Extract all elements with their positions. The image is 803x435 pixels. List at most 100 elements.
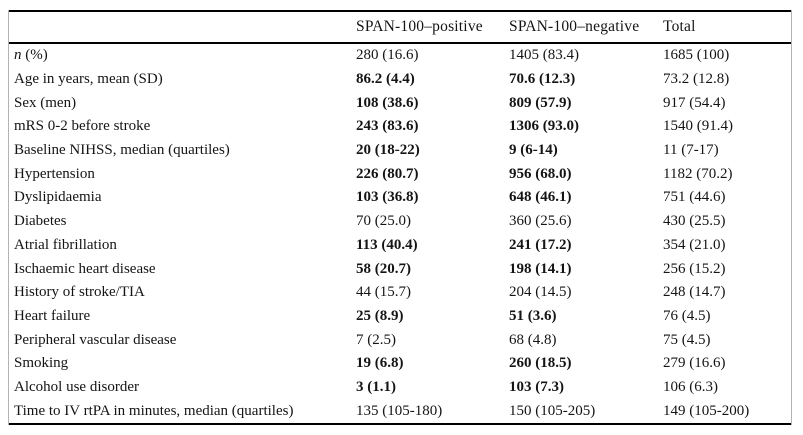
cell-total: 76 (4.5) <box>663 307 711 324</box>
cell-negative: 956 (68.0) <box>509 165 572 182</box>
row-label: Smoking <box>9 352 356 376</box>
row-label-text: Peripheral vascular disease <box>14 331 177 348</box>
cell-total: 1182 (70.2) <box>663 165 733 182</box>
row-label: mRS 0-2 before stroke <box>9 115 356 139</box>
baseline-characteristics-table: SPAN-100–positive SPAN-100–negative Tota… <box>9 10 791 425</box>
column-header-empty <box>9 11 356 44</box>
cell-positive: 25 (8.9) <box>356 307 404 324</box>
row-label-text: Heart failure <box>14 307 91 324</box>
row-label-text: Ischaemic heart disease <box>14 260 156 277</box>
table-row: Atrial fibrillation 113 (40.4) 241 (17.2… <box>9 234 791 258</box>
row-label-text: Alcohol use disorder <box>14 378 139 395</box>
cell-negative: 103 (7.3) <box>509 378 564 395</box>
row-label-text: Age in years, mean (SD) <box>14 71 163 88</box>
cell-negative: 198 (14.1) <box>509 260 572 277</box>
row-label-text: Atrial fibrillation <box>14 236 117 253</box>
cell-total: 149 (105-200) <box>663 402 750 419</box>
cell-positive: 3 (1.1) <box>356 378 396 395</box>
cell-total: 248 (14.7) <box>663 284 726 301</box>
row-label-text: Time to IV rtPA in minutes, median (quar… <box>14 402 294 419</box>
cell-negative: 1306 (93.0) <box>509 118 579 135</box>
row-label: Time to IV rtPA in minutes, median (quar… <box>9 399 356 424</box>
cell-positive: 113 (40.4) <box>356 236 418 253</box>
cell-negative: 68 (4.8) <box>509 331 557 348</box>
table-row: Smoking 19 (6.8) 260 (18.5) 279 (16.6) <box>9 352 791 376</box>
cell-positive: 44 (15.7) <box>356 284 411 301</box>
cell-positive: 58 (20.7) <box>356 260 411 277</box>
cell-total: 430 (25.5) <box>663 213 726 230</box>
header-row: SPAN-100–positive SPAN-100–negative Tota… <box>9 11 791 44</box>
row-label-text: Smoking <box>14 355 69 372</box>
column-header-span-positive: SPAN-100–positive <box>356 11 509 44</box>
cell-positive: 20 (18-22) <box>356 142 420 159</box>
row-label-text: Diabetes <box>14 213 67 230</box>
cell-positive: 19 (6.8) <box>356 355 404 372</box>
table-row: Time to IV rtPA in minutes, median (quar… <box>9 399 791 424</box>
table-row: Heart failure 25 (8.9) 51 (3.6) 76 (4.5) <box>9 305 791 329</box>
cell-positive: 226 (80.7) <box>356 165 419 182</box>
row-label: Age in years, mean (SD) <box>9 68 356 92</box>
row-label: n (%) <box>9 43 356 68</box>
row-label: Hypertension <box>9 162 356 186</box>
row-label-text: Sex (men) <box>14 94 77 111</box>
table-row: Alcohol use disorder 3 (1.1) 103 (7.3) 1… <box>9 376 791 400</box>
cell-total: 279 (16.6) <box>663 355 726 372</box>
row-label: Ischaemic heart disease <box>9 257 356 281</box>
cell-total: 1540 (91.4) <box>663 118 733 135</box>
cell-total: 917 (54.4) <box>663 94 726 111</box>
row-label: Diabetes <box>9 210 356 234</box>
row-label-text: mRS 0-2 before stroke <box>14 118 151 135</box>
cell-positive: 7 (2.5) <box>356 331 396 348</box>
cell-total: 1685 (100) <box>663 47 730 64</box>
cell-positive: 108 (38.6) <box>356 94 419 111</box>
table-body: n (%) 280 (16.6) 1405 (83.4) 1685 (100) … <box>9 43 791 424</box>
row-label-italic: n <box>14 47 22 64</box>
cell-positive: 103 (36.8) <box>356 189 419 206</box>
cell-negative: 241 (17.2) <box>509 236 572 253</box>
cell-negative: 204 (14.5) <box>509 284 572 301</box>
cell-positive: 86.2 (4.4) <box>356 71 415 88</box>
cell-negative: 809 (57.9) <box>509 94 572 111</box>
table-header: SPAN-100–positive SPAN-100–negative Tota… <box>9 11 791 44</box>
row-label: Baseline NIHSS, median (quartiles) <box>9 139 356 163</box>
row-label: Dyslipidaemia <box>9 186 356 210</box>
row-label-text: Dyslipidaemia <box>14 189 102 206</box>
cell-negative: 360 (25.6) <box>509 213 572 230</box>
row-label: Alcohol use disorder <box>9 376 356 400</box>
row-label-text: (%) <box>21 47 48 64</box>
table-row: mRS 0-2 before stroke 243 (83.6) 1306 (9… <box>9 115 791 139</box>
cell-negative: 648 (46.1) <box>509 189 572 206</box>
cell-total: 354 (21.0) <box>663 236 726 253</box>
cell-negative: 9 (6-14) <box>509 142 558 159</box>
cell-negative: 51 (3.6) <box>509 307 557 324</box>
cell-total: 11 (7-17) <box>663 142 719 159</box>
cell-positive: 243 (83.6) <box>356 118 419 135</box>
table-row: Ischaemic heart disease 58 (20.7) 198 (1… <box>9 257 791 281</box>
row-label: Atrial fibrillation <box>9 234 356 258</box>
cell-total: 73.2 (12.8) <box>663 71 730 88</box>
column-header-total: Total <box>663 11 791 44</box>
cell-positive: 280 (16.6) <box>356 47 419 64</box>
row-label: Heart failure <box>9 305 356 329</box>
cell-total: 256 (15.2) <box>663 260 726 277</box>
table-row: n (%) 280 (16.6) 1405 (83.4) 1685 (100) <box>9 43 791 68</box>
cell-negative: 70.6 (12.3) <box>509 71 576 88</box>
cell-negative: 1405 (83.4) <box>509 47 579 64</box>
table-row: Dyslipidaemia 103 (36.8) 648 (46.1) 751 … <box>9 186 791 210</box>
table-row: Age in years, mean (SD) 86.2 (4.4) 70.6 … <box>9 68 791 92</box>
row-label-text: Baseline NIHSS, median (quartiles) <box>14 142 230 159</box>
table-frame: SPAN-100–positive SPAN-100–negative Tota… <box>8 10 792 425</box>
cell-negative: 150 (105-205) <box>509 402 596 419</box>
cell-negative: 260 (18.5) <box>509 355 572 372</box>
cell-total: 75 (4.5) <box>663 331 711 348</box>
column-header-span-negative: SPAN-100–negative <box>509 11 663 44</box>
table-row: Diabetes 70 (25.0) 360 (25.6) 430 (25.5) <box>9 210 791 234</box>
row-label: History of stroke/TIA <box>9 281 356 305</box>
row-label: Sex (men) <box>9 91 356 115</box>
cell-total: 106 (6.3) <box>663 378 718 395</box>
cell-total: 751 (44.6) <box>663 189 726 206</box>
table-row: Hypertension 226 (80.7) 956 (68.0) 1182 … <box>9 162 791 186</box>
row-label: Peripheral vascular disease <box>9 328 356 352</box>
table-row: Peripheral vascular disease 7 (2.5) 68 (… <box>9 328 791 352</box>
